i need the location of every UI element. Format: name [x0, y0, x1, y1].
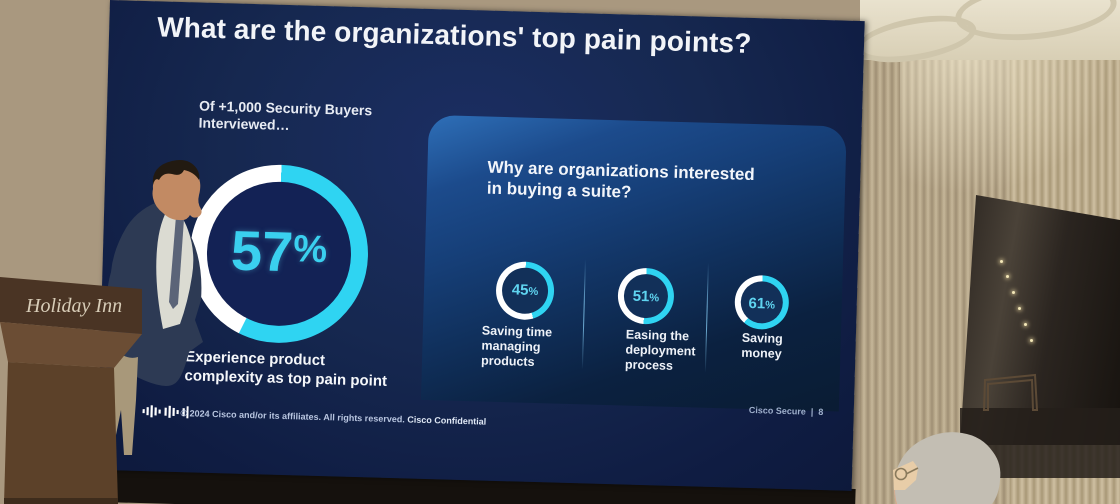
svg-text:Holiday Inn: Holiday Inn — [25, 295, 122, 317]
